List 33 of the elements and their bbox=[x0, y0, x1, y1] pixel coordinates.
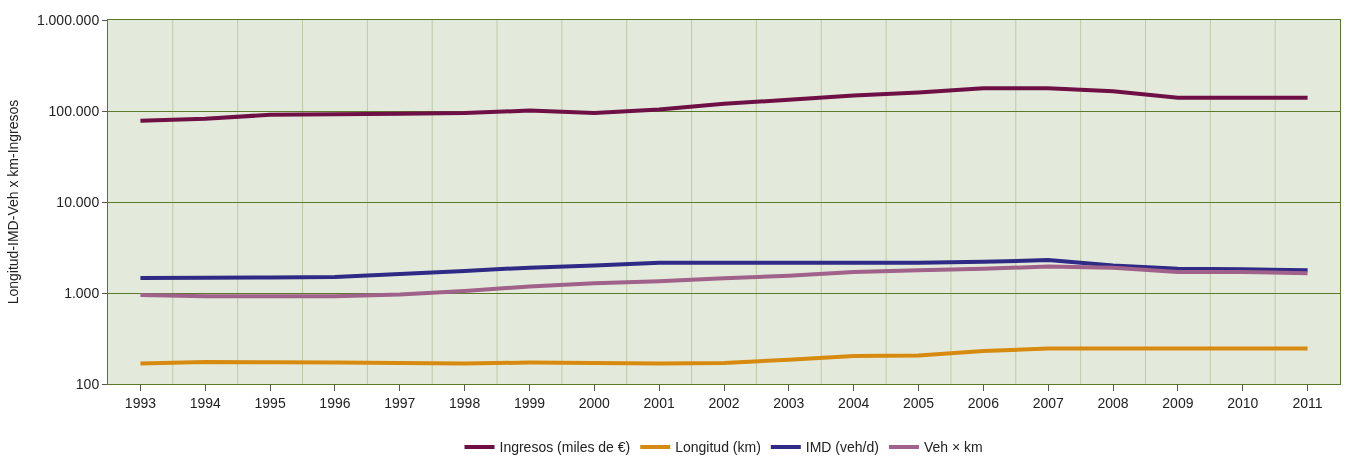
legend-label: Ingresos (miles de €) bbox=[499, 439, 631, 456]
x-tick-label: 2010 bbox=[1227, 394, 1259, 411]
line-series bbox=[138, 86, 1310, 123]
x-tick-label: 2000 bbox=[578, 394, 611, 411]
line-series bbox=[138, 346, 1310, 366]
line-series bbox=[138, 264, 1310, 299]
y-tick-label: 100 bbox=[75, 375, 100, 392]
x-tick-label: 2005 bbox=[902, 394, 935, 411]
x-tick-label: 1997 bbox=[384, 394, 416, 411]
x-tick-label: 1995 bbox=[254, 394, 286, 411]
x-tick-label: 2004 bbox=[838, 394, 870, 411]
x-tick-label: 2001 bbox=[643, 394, 675, 411]
y-axis-title: Longitud-IMD-Veh x km-Ingresos bbox=[4, 99, 21, 305]
legend-label: Longitud (km) bbox=[675, 439, 761, 456]
legend-label: Veh × km bbox=[923, 439, 983, 456]
x-tick-label: 1994 bbox=[189, 394, 222, 411]
legend-label: IMD (veh/d) bbox=[805, 439, 879, 456]
x-tick-label: 1998 bbox=[449, 394, 481, 411]
x-tick-label: 1999 bbox=[513, 394, 546, 411]
x-tick-label: 2009 bbox=[1162, 394, 1194, 411]
x-tick-label: 2002 bbox=[708, 394, 740, 411]
y-tick-label: 1.000.000 bbox=[36, 11, 100, 28]
y-tick-label: 100.000 bbox=[48, 102, 100, 119]
line-series bbox=[138, 258, 1310, 281]
y-tick-label: 10.000 bbox=[56, 193, 100, 210]
x-tick-label: 2006 bbox=[967, 394, 1000, 411]
x-tick-label: 1996 bbox=[319, 394, 351, 411]
x-tick-label: 2007 bbox=[1032, 394, 1064, 411]
x-tick-label: 1993 bbox=[124, 394, 157, 411]
x-tick-label: 2008 bbox=[1097, 394, 1129, 411]
x-tick-label: 2003 bbox=[773, 394, 805, 411]
y-tick-label: 1.000 bbox=[64, 284, 100, 301]
x-tick-label: 2011 bbox=[1292, 394, 1323, 411]
